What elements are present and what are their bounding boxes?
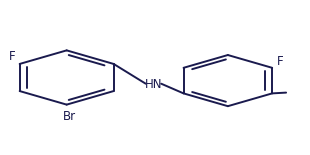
Text: HN: HN bbox=[145, 78, 162, 91]
Text: Br: Br bbox=[63, 110, 76, 123]
Text: F: F bbox=[9, 51, 15, 63]
Text: F: F bbox=[277, 55, 283, 68]
